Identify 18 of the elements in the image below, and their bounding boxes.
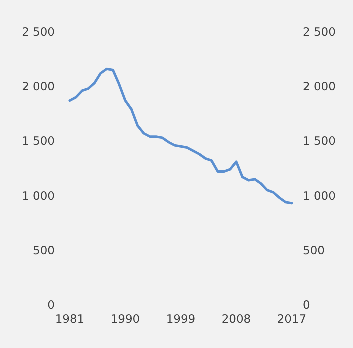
- y-tick-label: 1 500: [22, 134, 55, 148]
- y2-tick-label: 0: [303, 298, 310, 312]
- y-tick-label: 0: [48, 298, 55, 312]
- y2-tick-label: 2 000: [303, 80, 336, 94]
- line-series: [68, 68, 294, 205]
- y-tick-label: 500: [33, 243, 55, 258]
- y2-tick-label: 1 000: [303, 188, 336, 203]
- x-tick-label: 1990: [110, 312, 140, 326]
- y-tick-label: 2 500: [22, 25, 55, 40]
- x-tick-label: 1999: [166, 312, 196, 326]
- x-tick-label: 2017: [277, 312, 307, 326]
- y-tick-label: 2 000: [22, 80, 55, 94]
- y2-tick-label: 500: [303, 243, 325, 258]
- y2-tick-label: 2 500: [303, 25, 336, 40]
- y-tick-label: 1 000: [22, 188, 55, 203]
- y2-tick-label: 1 500: [303, 134, 336, 148]
- x-tick-label: 2008: [222, 312, 252, 326]
- x-tick-label: 1981: [55, 312, 85, 326]
